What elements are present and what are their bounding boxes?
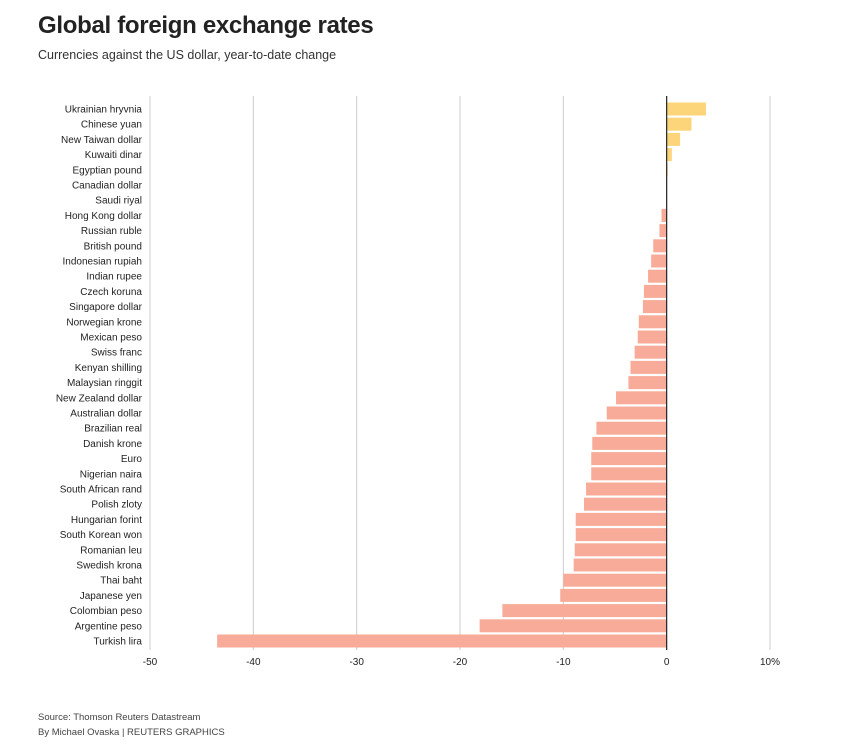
bar [661,208,667,222]
x-axis-ticks: -50 -40 -30 -20 -10 0 10% [143,657,780,668]
category-label: Singapore dollar [69,302,142,313]
category-label: South Korean won [60,530,142,541]
category-label: Czech koruna [80,287,142,298]
category-label: Romanian leu [80,545,142,556]
category-label: Chinese yuan [81,120,142,131]
category-label: Argentine peso [75,621,143,632]
grid-lines [149,96,771,650]
bars [217,102,706,648]
bar [591,467,667,481]
category-label: Colombian peso [70,606,143,617]
byline: By Michael Ovaska | REUTERS GRAPHICS [38,727,225,738]
bar [502,604,667,618]
bar-chart: Ukrainian hryvnia Chinese yuan New Taiwan … [56,96,780,668]
category-label: Egyptian pound [72,165,142,176]
bar [606,406,667,420]
category-label: Russian ruble [81,226,143,237]
category-label: Indonesian rupiah [62,257,142,268]
bar [666,117,692,131]
source-note: Source: Thomson Reuters Datastream [38,712,201,723]
category-label: Euro [121,454,143,465]
category-label: Swedish krona [76,561,142,572]
x-tick-label: -20 [453,657,468,668]
category-label: Norwegian krone [66,317,142,328]
category-label: British pound [84,241,142,252]
category-label: Saudi riyal [95,196,142,207]
bar [591,452,667,466]
bar [637,330,667,344]
bar [630,360,667,374]
category-label: South African rand [60,485,142,496]
bar [575,528,667,542]
bar [573,558,667,572]
bar [574,543,667,557]
category-label: Canadian dollar [72,181,143,192]
category-label: Indian rupee [86,272,142,283]
bar [560,588,667,602]
category-label: Ukrainian hryvnia [65,105,143,116]
category-label: Nigerian naira [80,469,143,480]
x-tick-label: -40 [246,657,261,668]
bar [596,421,667,435]
x-tick-label: -50 [143,657,158,668]
category-label: Swiss franc [91,348,142,359]
category-labels: Ukrainian hryvnia Chinese yuan New Taiwan … [56,105,143,648]
category-label: Japanese yen [80,591,142,602]
bar [651,254,667,268]
x-tick-label: -10 [556,657,571,668]
bar [666,148,672,162]
bar [638,315,667,329]
category-label: Polish zloty [91,500,142,511]
category-label: New Taiwan dollar [61,135,143,146]
page-subtitle: Currencies against the US dollar, year-t… [38,48,337,62]
x-tick-label: 0 [664,657,670,668]
category-label: Mexican peso [80,333,142,344]
page-title: Global foreign exchange rates [38,12,374,39]
bar [666,132,681,146]
bar [217,634,667,648]
category-label: Australian dollar [70,409,142,420]
category-label: Danish krone [83,439,142,450]
category-label: Malaysian ringgit [67,378,142,389]
category-label: Hong Kong dollar [65,211,143,222]
category-label: Thai baht [100,576,142,587]
category-label: Brazilian real [84,424,142,435]
bar [586,482,667,496]
bar [575,512,667,526]
bar [634,345,667,359]
category-label: New Zealand dollar [56,393,143,404]
bar [592,436,667,450]
bar [659,224,667,238]
category-label: Kenyan shilling [75,363,142,374]
x-tick-label: 10% [760,657,780,668]
category-label: Kuwaiti dinar [85,150,143,161]
bar [584,497,667,511]
bar [563,573,667,587]
x-tick-label: -30 [349,657,364,668]
bar [666,102,706,116]
category-label: Turkish lira [93,637,142,648]
bar [648,269,667,283]
bar [653,239,667,253]
bar [643,284,667,298]
bar [628,376,667,390]
category-label: Hungarian forint [71,515,142,526]
bar [616,391,667,405]
bar [642,300,667,314]
bar [479,619,667,633]
